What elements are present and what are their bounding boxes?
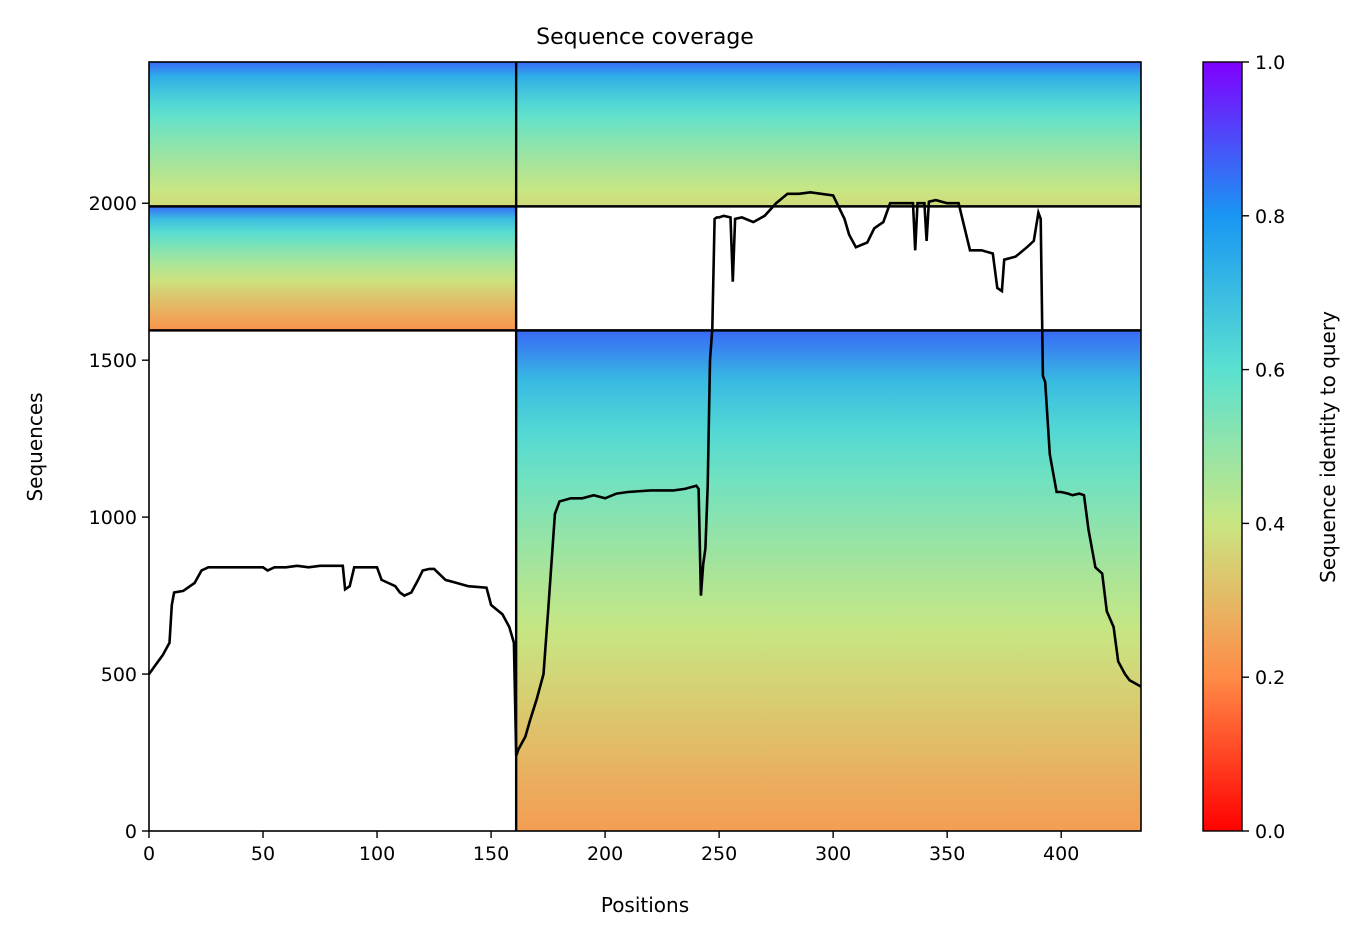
x-tick-label: 300 (815, 843, 851, 865)
x-tick-label: 150 (473, 843, 509, 865)
x-tick-label: 50 (251, 843, 275, 865)
y-tick-label: 2000 (89, 193, 137, 215)
plot-area (147, 61, 1142, 832)
y-tick-label: 1500 (89, 350, 137, 372)
x-tick-label: 0 (143, 843, 155, 865)
coverage-block (516, 62, 1141, 207)
colorbar-tick-label: 0.6 (1255, 360, 1285, 382)
colorbar-label: Sequence identity to query (1316, 311, 1340, 583)
x-tick-label: 250 (701, 843, 737, 865)
y-tick-label: 500 (101, 664, 137, 686)
coverage-block (149, 206, 517, 331)
x-tick-label: 200 (587, 843, 623, 865)
coverage-blocks (149, 62, 1141, 831)
colorbar-gradient (1202, 61, 1243, 832)
colorbar-tick-label: 1.0 (1255, 52, 1285, 74)
x-tick-label: 400 (1043, 843, 1079, 865)
colorbar-ticks: 0.0 0.2 0.4 0.6 0.8 1.0 (1242, 52, 1285, 843)
plot-frame (148, 61, 1142, 832)
x-axis-label: Positions (601, 893, 689, 917)
coverage-line (147, 190, 1142, 757)
colorbar-tick-label: 0.4 (1255, 513, 1285, 535)
x-tick-label: 100 (359, 843, 395, 865)
y-axis: 0 500 1000 1500 2000 (89, 193, 149, 843)
colorbar-tick-label: 0.8 (1255, 206, 1285, 228)
coverage-block (149, 62, 517, 207)
y-tick-label: 0 (125, 821, 137, 843)
colorbar: 0.0 0.2 0.4 0.6 0.8 1.0 Sequence identity to … (1202, 52, 1340, 843)
x-tick-label: 350 (929, 843, 965, 865)
x-axis: 0 50 100 150 200 250 300 350 400 (143, 831, 1079, 865)
colorbar-tick-label: 0.0 (1255, 821, 1285, 843)
colorbar-tick-label: 0.2 (1255, 667, 1285, 689)
y-axis-label: Sequences (23, 392, 47, 501)
y-tick-label: 1000 (89, 507, 137, 529)
chart-title: Sequence coverage (536, 25, 754, 50)
coverage-block (516, 330, 1141, 831)
